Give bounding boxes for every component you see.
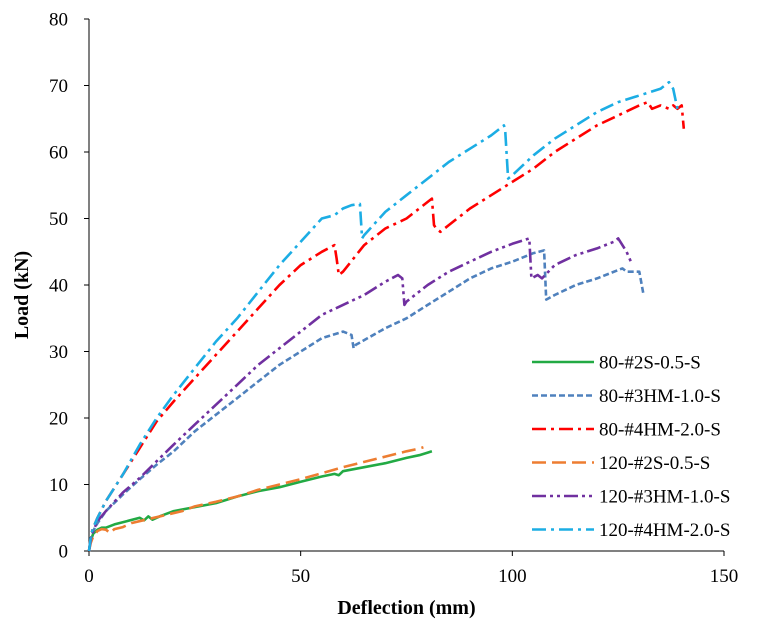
legend-label-1: 80-#2S-0.5-S (599, 353, 701, 374)
y-tick-label: 40 (49, 276, 68, 297)
y-tick-label: 60 (49, 143, 68, 164)
tick-labels: 0 10 20 30 40 50 60 70 80 0 50 100 150 (49, 10, 738, 588)
legend-label-4: 120-#2S-0.5-S (599, 453, 710, 474)
y-tick-label: 50 (49, 209, 68, 230)
legend-label-6: 120-#4HM-2.0-S (599, 520, 730, 541)
y-tick-label: 70 (49, 76, 68, 97)
y-tick-label: 80 (49, 10, 68, 31)
x-tick-label: 50 (291, 566, 310, 587)
legend: 80-#2S-0.5-S 80-#3HM-1.0-S 80-#4HM-2.0-S 12… (532, 353, 730, 541)
x-tick-label: 150 (710, 566, 739, 587)
series-line-2 (87, 249, 645, 552)
y-axis-title: Load (kN) (11, 251, 33, 339)
legend-label-2: 80-#3HM-1.0-S (599, 386, 721, 407)
legend-label-3: 80-#4HM-2.0-S (599, 420, 721, 441)
legend-label-5: 120-#3HM-1.0-S (599, 487, 730, 508)
y-tick-label: 30 (49, 342, 68, 363)
series-line-5 (87, 237, 633, 552)
y-tick-label: 20 (49, 409, 68, 430)
series-line-1 (87, 450, 433, 552)
x-tick-label: 0 (84, 566, 94, 587)
series-line-4 (87, 446, 424, 552)
series-lines (87, 80, 686, 552)
series-line-3 (87, 100, 686, 552)
x-tick-label: 100 (498, 566, 527, 587)
y-tick-label: 10 (49, 475, 68, 496)
x-axis-title: Deflection (mm) (337, 597, 475, 619)
series-line-6 (87, 80, 679, 552)
y-tick-label: 0 (59, 542, 69, 563)
